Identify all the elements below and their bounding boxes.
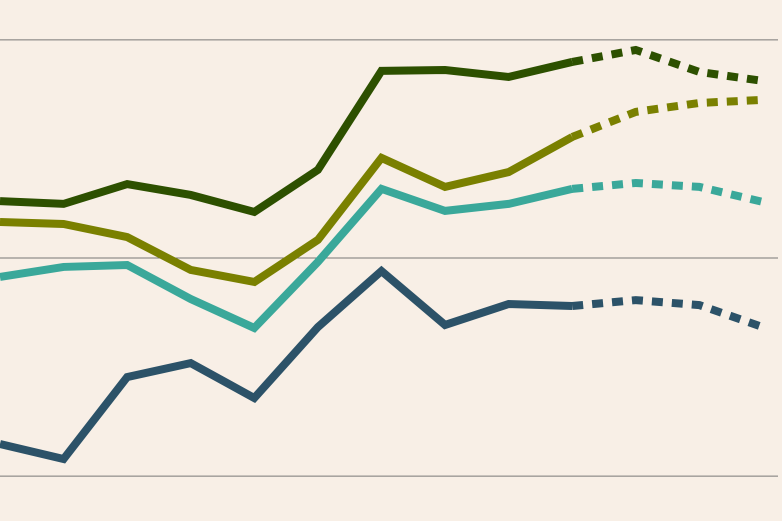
data-line (0, 133, 575, 287)
forecast-line (570, 95, 764, 141)
data-line (0, 265, 573, 464)
data-line (0, 58, 574, 217)
forecast-line (571, 296, 765, 331)
forecast-line (571, 178, 764, 206)
data-line (0, 184, 574, 333)
forecast-line (571, 45, 764, 85)
